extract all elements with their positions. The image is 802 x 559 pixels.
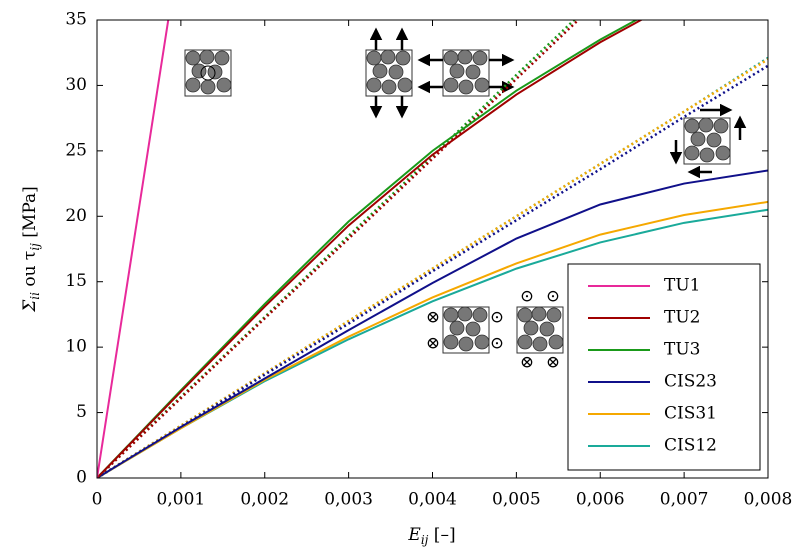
x-tick-label: 0,007 [660,490,709,510]
label-part: Σ [20,299,40,313]
x-axis-label: Eij [–] [407,525,455,547]
label-part: ii [28,292,42,300]
y-tick-label: 30 [65,75,87,95]
svg-text:⊙: ⊙ [546,287,560,307]
y-tick-label: 0 [76,468,87,488]
x-tick-label: 0,006 [576,490,625,510]
legend-label: TU2 [664,308,700,328]
legend-box [567,263,761,471]
legend-label: CIS23 [664,372,717,392]
x-tick-label: 0 [92,490,103,510]
svg-text:⊗: ⊗ [520,353,534,373]
svg-text:⊗: ⊗ [426,308,440,328]
x-tick-label: 0,003 [324,490,373,510]
label-part: [MPa] [20,186,40,243]
legend-label: CIS31 [664,404,717,424]
x-tick-label: 0,004 [408,490,457,510]
legend-label: CIS12 [664,436,717,456]
y-tick-label: 15 [65,271,87,291]
y-tick-label: 25 [65,140,87,160]
svg-text:⊗: ⊗ [426,334,440,354]
icons: ⊗ ⊗ ⊙ ⊙ ⊙ ⊙ ⊗ ⊗ [184,27,747,373]
series-line [97,20,639,478]
svg-text:⊗: ⊗ [546,353,560,373]
series-line [97,169,768,478]
series-line [97,20,644,478]
y-axis-label: Σii ou τij [MPa] [20,186,42,313]
y-tick-label: 35 [65,10,87,30]
svg-text:⊙: ⊙ [490,308,504,328]
label-part: ou τ [20,251,40,292]
x-tick-label: 0,005 [492,490,541,510]
x-tick-label: 0,001 [157,490,206,510]
series-line [97,64,768,478]
label-part: E [407,525,421,545]
label-part: ij [421,533,429,547]
x-tick-label: 0,002 [240,490,289,510]
series-line [97,200,768,478]
label-part: ij [28,243,42,251]
y-tick-label: 5 [76,402,87,422]
svg-text:⊙: ⊙ [520,287,534,307]
legend-label: TU3 [664,340,700,360]
y-tick-label: 20 [65,206,87,226]
series-line [97,20,170,478]
svg-text:⊙: ⊙ [490,334,504,354]
y-tick-label: 10 [65,337,87,357]
x-tick-label: 0,008 [744,490,793,510]
legend-label: TU1 [664,276,700,296]
label-part: [–] [428,525,455,545]
